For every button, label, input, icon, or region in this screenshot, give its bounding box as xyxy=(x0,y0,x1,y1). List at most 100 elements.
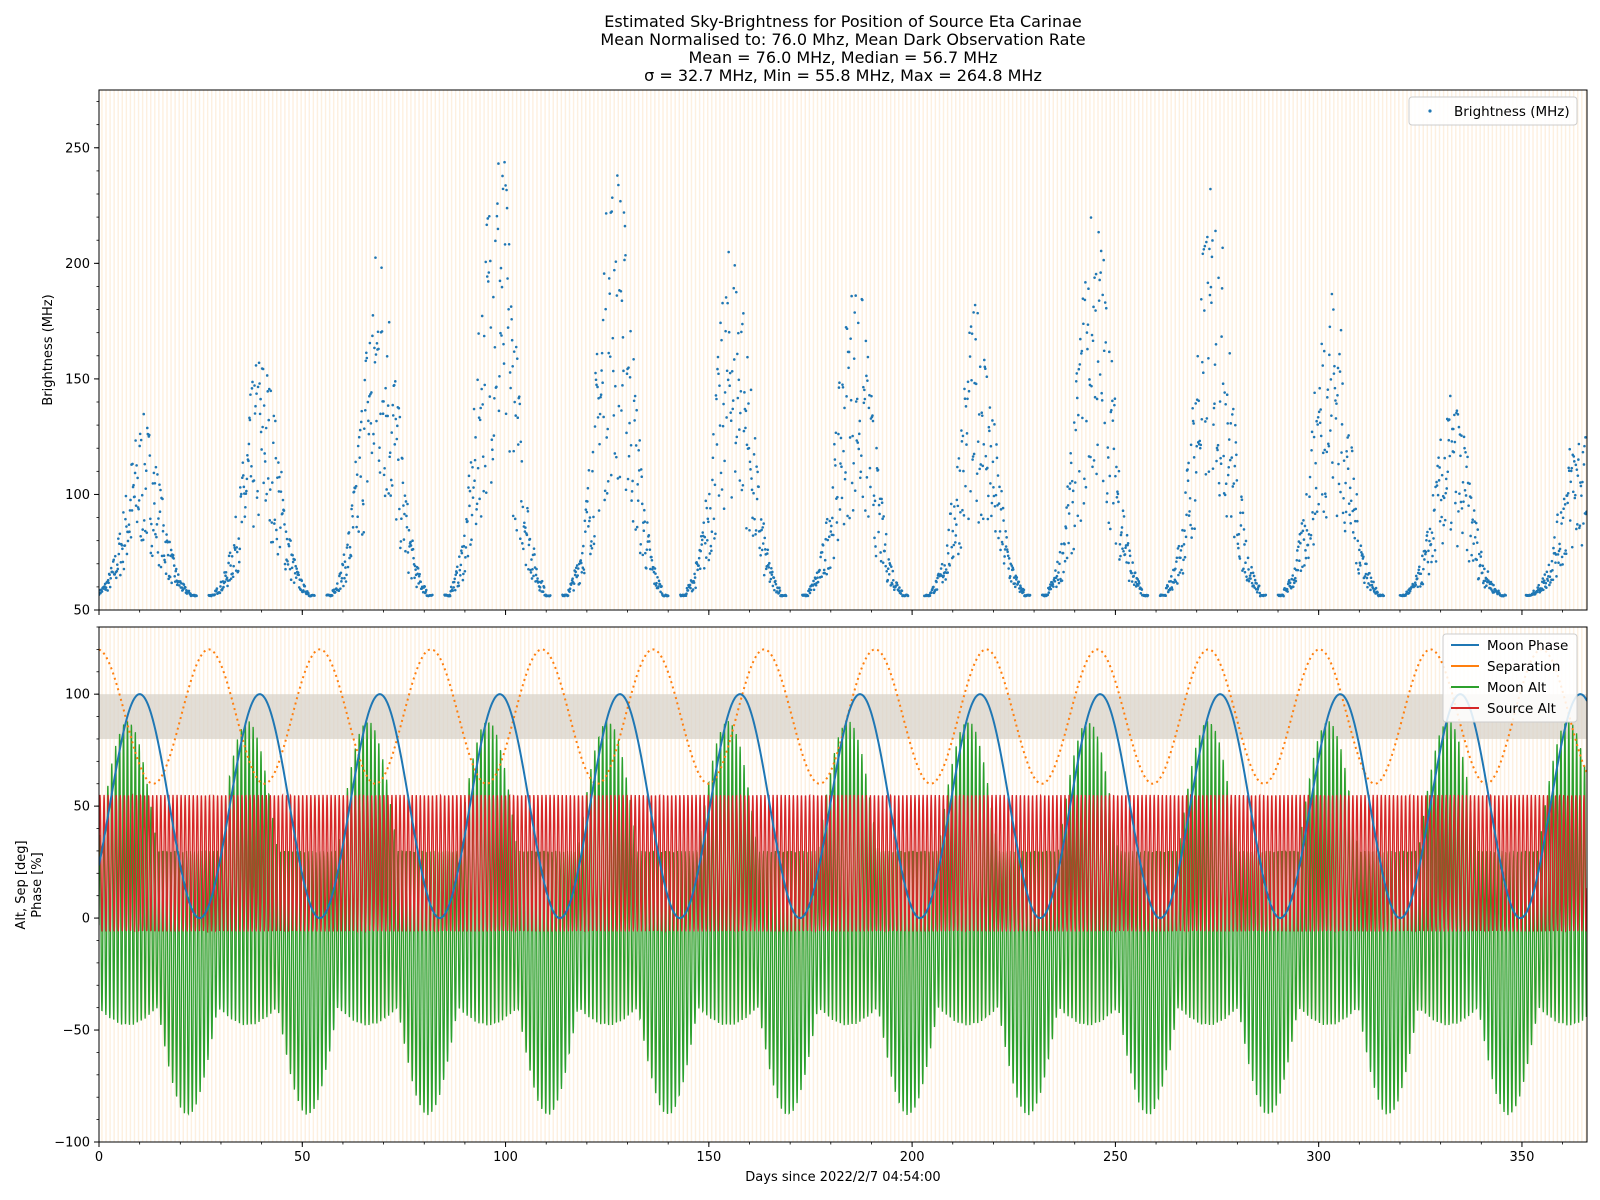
brightness-point xyxy=(843,477,847,481)
brightness-point xyxy=(1369,576,1373,580)
brightness-point xyxy=(153,502,156,505)
brightness-point xyxy=(1330,292,1334,296)
brightness-point xyxy=(582,544,585,548)
brightness-point xyxy=(510,317,513,321)
brightness-point xyxy=(1497,589,1500,593)
brightness-point xyxy=(1294,576,1297,580)
night-band xyxy=(812,627,815,1142)
night-band xyxy=(215,90,217,610)
brightness-point xyxy=(576,574,580,577)
brightness-point xyxy=(143,529,147,533)
brightness-point xyxy=(858,476,862,480)
brightness-point xyxy=(1311,517,1315,521)
brightness-point xyxy=(1255,582,1258,585)
brightness-point xyxy=(1351,531,1355,534)
brightness-point xyxy=(174,569,178,573)
brightness-point xyxy=(1322,510,1326,513)
night-band xyxy=(1182,90,1185,610)
brightness-point xyxy=(377,347,380,351)
brightness-point xyxy=(391,414,395,417)
brightness-point xyxy=(1210,301,1213,305)
brightness-point xyxy=(852,462,855,465)
brightness-point xyxy=(1341,382,1344,385)
brightness-point xyxy=(1005,548,1009,551)
brightness-point xyxy=(1118,558,1121,561)
brightness-point xyxy=(1480,550,1483,554)
brightness-point xyxy=(234,515,237,519)
night-band xyxy=(1520,90,1522,610)
night-band xyxy=(446,90,449,610)
brightness-point xyxy=(1439,498,1443,502)
brightness-point xyxy=(166,553,170,557)
brightness-point xyxy=(755,497,759,501)
brightness-point xyxy=(624,253,627,257)
brightness-point xyxy=(861,495,865,499)
night-band xyxy=(1068,90,1071,610)
brightness-point xyxy=(964,484,967,488)
brightness-point xyxy=(1009,580,1013,583)
brightness-point xyxy=(1209,285,1213,289)
brightness-point xyxy=(619,289,623,293)
brightness-point xyxy=(399,546,402,550)
brightness-point xyxy=(116,563,119,566)
brightness-point xyxy=(743,391,746,394)
brightness-point xyxy=(1083,477,1086,481)
brightness-point xyxy=(1104,306,1108,310)
night-band xyxy=(1056,90,1059,610)
brightness-point xyxy=(1065,556,1069,560)
brightness-point xyxy=(955,498,959,502)
brightness-point xyxy=(854,294,857,297)
brightness-point xyxy=(984,454,988,458)
brightness-point xyxy=(745,526,748,530)
night-band xyxy=(869,90,872,610)
brightness-point xyxy=(1003,548,1007,551)
brightness-point xyxy=(1551,569,1554,572)
brightness-point xyxy=(154,465,158,469)
brightness-point xyxy=(812,588,816,592)
brightness-point xyxy=(957,457,961,460)
night-band xyxy=(308,90,311,610)
brightness-point xyxy=(548,594,552,597)
brightness-point xyxy=(471,465,474,469)
brightness-point xyxy=(159,488,162,492)
legend-source-alt-label: Source Alt xyxy=(1487,701,1556,717)
brightness-point xyxy=(514,345,518,349)
brightness-point xyxy=(1444,477,1448,481)
brightness-point xyxy=(610,196,614,199)
brightness-point xyxy=(372,442,376,445)
brightness-point xyxy=(1201,360,1204,364)
brightness-point xyxy=(596,416,600,419)
brightness-point xyxy=(1468,482,1471,485)
brightness-point xyxy=(992,494,996,498)
brightness-point xyxy=(153,482,157,485)
brightness-point xyxy=(482,334,486,338)
brightness-point xyxy=(290,566,294,570)
brightness-point xyxy=(1098,278,1101,282)
brightness-point xyxy=(536,577,539,580)
brightness-point xyxy=(963,387,966,391)
brightness-point xyxy=(1302,519,1305,522)
brightness-point xyxy=(1177,573,1180,577)
brightness-point xyxy=(1545,586,1548,589)
brightness-point xyxy=(1492,583,1495,587)
brightness-point xyxy=(164,572,168,576)
night-band xyxy=(723,90,725,610)
brightness-point xyxy=(224,570,228,574)
night-band xyxy=(841,90,843,610)
brightness-point xyxy=(239,495,243,498)
brightness-point xyxy=(584,508,588,511)
night-band xyxy=(1536,90,1538,610)
brightness-point xyxy=(828,519,832,523)
night-band xyxy=(393,90,396,610)
brightness-point xyxy=(1350,449,1354,453)
brightness-point xyxy=(1418,565,1421,569)
night-band xyxy=(776,90,778,610)
brightness-point xyxy=(842,522,846,526)
brightness-point xyxy=(407,571,410,574)
night-band xyxy=(1190,90,1193,610)
brightness-point xyxy=(1238,557,1242,560)
brightness-point xyxy=(124,494,128,498)
brightness-point xyxy=(529,568,532,572)
night-band xyxy=(959,90,961,610)
brightness-point xyxy=(156,473,159,476)
